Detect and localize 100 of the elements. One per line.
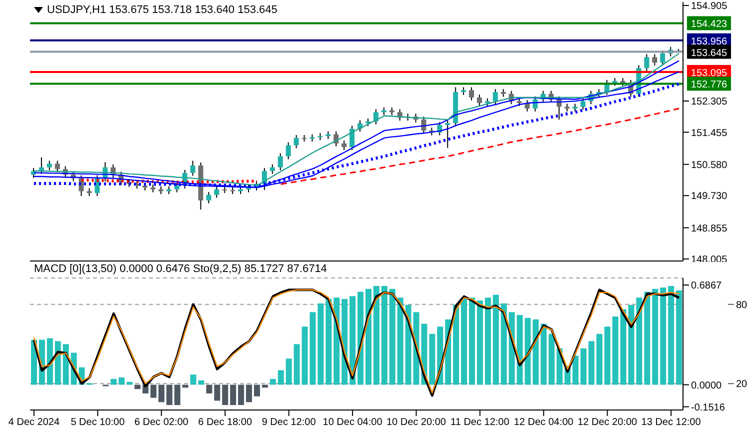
y-tick-label: 149.730: [691, 191, 728, 202]
bar: [548, 334, 555, 385]
candlestick: [652, 54, 658, 66]
bar: [588, 341, 594, 385]
bar: [254, 384, 260, 396]
bar: [612, 316, 618, 385]
bar: [318, 303, 324, 385]
bar: [150, 384, 156, 398]
ref-line-label: 154.423: [690, 19, 728, 30]
bar: [62, 344, 69, 385]
candlestick: [206, 191, 212, 204]
bar: [174, 384, 180, 406]
bar: [580, 348, 586, 385]
x-tick-label: 11 Dec 12:00: [450, 417, 510, 428]
bar: [620, 309, 626, 385]
ref-line-label: 153.645: [690, 48, 728, 59]
x-tick-label: 4 Dec 2024: [8, 417, 60, 428]
y-tick-label: -0.1516: [691, 402, 726, 414]
candlestick: [660, 50, 666, 66]
bar: [461, 298, 468, 385]
bar: [532, 319, 539, 385]
candlestick: [445, 120, 450, 148]
candlestick: [214, 186, 220, 198]
bar: [110, 378, 117, 385]
bar: [381, 286, 388, 385]
bar: [389, 288, 396, 385]
candlestick: [492, 88, 498, 105]
candlestick: [190, 160, 196, 176]
candlestick: [373, 108, 378, 125]
bar: [572, 356, 579, 385]
bar: [484, 298, 491, 385]
candlestick: [644, 54, 650, 72]
candlestick: [342, 140, 347, 151]
bar: [453, 304, 460, 385]
bar: [118, 377, 125, 385]
candlestick: [54, 160, 60, 173]
bar: [476, 300, 483, 385]
bar: [166, 384, 172, 406]
y-tick-label: 150.580: [691, 160, 728, 171]
bar: [365, 288, 372, 385]
bar: [222, 384, 228, 406]
y-tick-label: 151.455: [691, 128, 728, 139]
x-tick-label: 10 Dec 04:00: [322, 417, 383, 428]
bar: [238, 384, 244, 406]
bar: [492, 294, 499, 385]
bar: [652, 288, 658, 385]
bar: [468, 298, 475, 385]
x-tick-label: 10 Dec 20:00: [386, 417, 446, 428]
bar: [278, 370, 284, 385]
ref-line-label: 153.095: [690, 68, 728, 79]
bar: [286, 358, 292, 385]
bar: [350, 296, 356, 385]
bar: [206, 384, 212, 394]
bar: [294, 344, 300, 385]
candlestick: [286, 142, 291, 160]
candlestick: [580, 98, 586, 110]
bar: [373, 286, 380, 385]
bar: [668, 286, 674, 385]
candlestick: [468, 86, 474, 101]
candlestick: [278, 152, 283, 171]
bar: [214, 384, 220, 401]
bar: [246, 384, 252, 402]
y-tick-label: 0.6867: [691, 280, 722, 292]
ref-line-label: 153.956: [690, 36, 728, 48]
bar: [596, 334, 602, 385]
candlestick: [294, 134, 299, 149]
bar: [262, 384, 268, 388]
y-tick-label: 148.855: [691, 223, 728, 234]
bar: [540, 324, 547, 385]
x-tick-label: 12 Dec 20:00: [578, 417, 638, 428]
x-tick-label: 5 Dec 10:00: [70, 417, 126, 428]
bar: [500, 303, 507, 385]
candlestick: [476, 94, 482, 106]
bar: [676, 290, 682, 385]
bar: [326, 299, 332, 385]
bar: [644, 292, 650, 385]
y2-tick-label: 80: [736, 300, 748, 311]
y-tick-label: 0.0000: [691, 380, 722, 392]
line-series: [280, 108, 680, 185]
bar: [230, 384, 236, 406]
candlestick: [46, 160, 52, 171]
bar: [429, 334, 436, 385]
bar: [604, 326, 610, 385]
x-tick-label: 12 Dec 04:00: [514, 417, 574, 428]
x-tick-label: 6 Dec 18:00: [198, 417, 252, 428]
y-tick-label: 154.905: [691, 1, 728, 12]
ref-line-label: 152.776: [690, 80, 728, 91]
bar: [270, 378, 276, 385]
chart-title: MACD [0](13,50) 0.0000 0.6476 Sto(9,2,5) 85.1727 87.6714: [34, 263, 327, 275]
y-tick-label: 152.305: [691, 96, 728, 108]
bar: [182, 384, 188, 388]
candlestick: [270, 164, 275, 174]
x-tick-label: 13 Dec 12:00: [641, 417, 702, 428]
bar: [660, 287, 666, 385]
bar: [397, 298, 404, 385]
bar: [158, 384, 164, 402]
bar: [134, 384, 141, 390]
x-tick-label: 9 Dec 12:00: [262, 417, 316, 428]
chart-title: USDJPY,H1 153.675 153.718 153.640 153.645: [47, 4, 278, 16]
x-tick-label: 6 Dec 02:00: [134, 417, 189, 428]
